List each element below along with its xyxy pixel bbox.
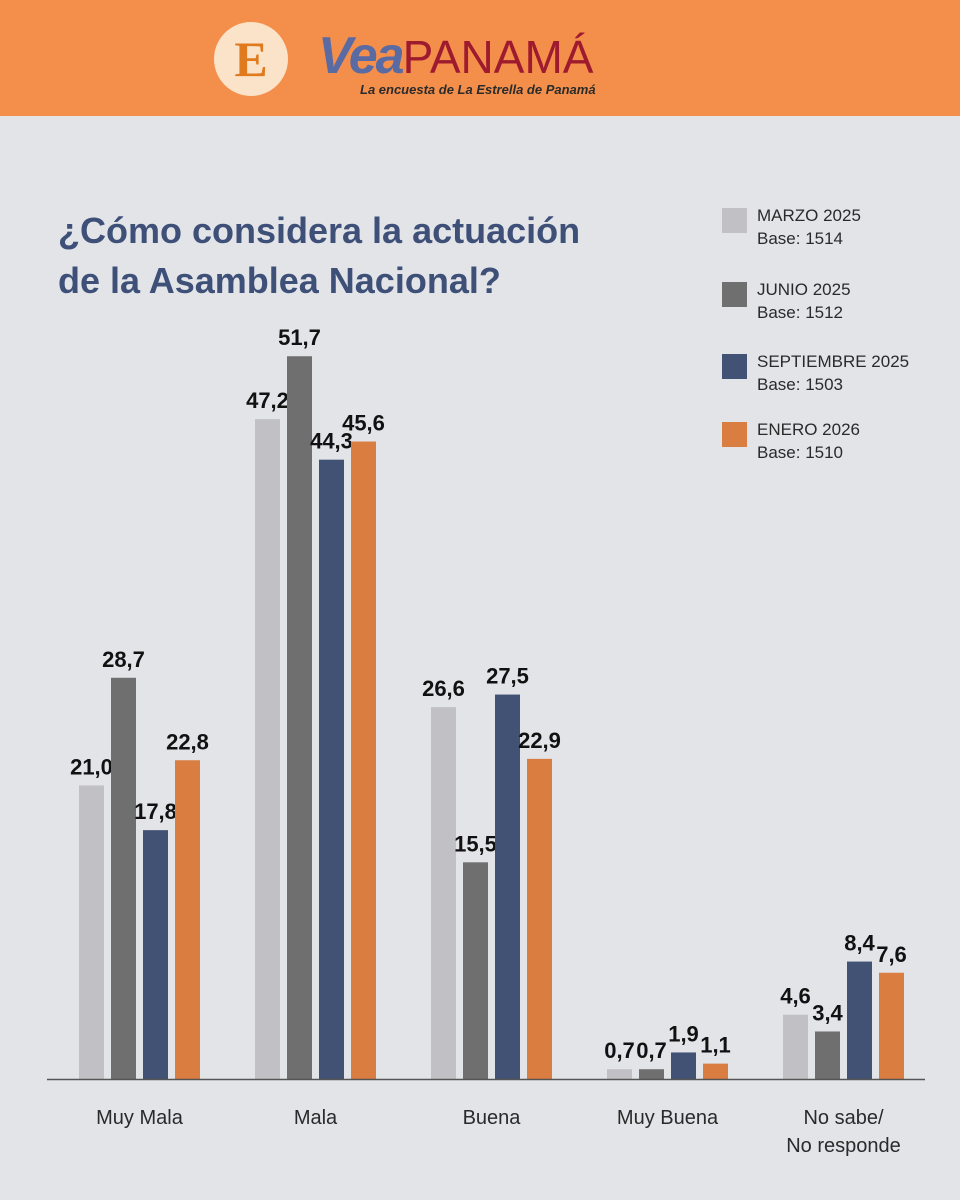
bar-mala-enero-2026 [351, 441, 376, 1080]
bar-muy-mala-septiembre-2025 [143, 830, 168, 1079]
bar-no-sabe-septiembre-2025 [847, 961, 872, 1079]
legend-item-enero-2026: ENERO 2026 Base: 1510 [722, 418, 952, 468]
legend-item-septiembre-2025: SEPTIEMBRE 2025 Base: 1503 [722, 350, 952, 400]
value-label-no-sabe-enero-2026: 7,6 [876, 942, 907, 967]
value-label-no-sabe-marzo-2025: 4,6 [780, 984, 811, 1009]
legend-swatch-enero-2026 [722, 422, 747, 447]
value-label-buena-marzo-2025: 26,6 [422, 676, 465, 701]
value-label-no-sabe-septiembre-2025: 8,4 [844, 931, 875, 956]
vea-panama-logo: Vea PANAMÁ [318, 26, 593, 86]
bar-buena-marzo-2025 [431, 707, 456, 1079]
value-label-muy-mala-enero-2026: 22,8 [166, 729, 209, 754]
category-label-no-sabe-line-1: No sabe/ [803, 1107, 883, 1129]
bar-muy-buena-marzo-2025 [607, 1069, 632, 1079]
estrella-logo: E [214, 22, 288, 96]
chart-title-line-2: de la Asamblea Nacional? [58, 260, 501, 301]
value-label-no-sabe-junio-2025: 3,4 [812, 1000, 843, 1025]
category-label-muy-mala: Muy Mala [96, 1107, 184, 1129]
legend-base-septiembre-2025: Base: 1503 [757, 375, 844, 394]
bar-mala-junio-2025 [287, 356, 312, 1079]
value-label-muy-mala-junio-2025: 28,7 [102, 647, 145, 672]
brand-vea: Vea [318, 27, 405, 85]
bar-muy-mala-marzo-2025 [79, 785, 104, 1079]
value-label-buena-junio-2025: 15,5 [454, 831, 497, 856]
value-label-muy-buena-junio-2025: 0,7 [636, 1038, 667, 1063]
bar-mala-marzo-2025 [255, 419, 280, 1079]
value-label-muy-buena-enero-2026: 1,1 [700, 1033, 731, 1058]
bar-muy-buena-enero-2026 [703, 1063, 728, 1079]
legend-base-junio-2025: Base: 1512 [757, 303, 844, 322]
bar-mala-septiembre-2025 [319, 459, 344, 1079]
value-label-mala-enero-2026: 45,6 [342, 411, 385, 436]
bar-buena-enero-2026 [527, 758, 552, 1079]
legend-label-marzo-2025: MARZO 2025 [757, 206, 861, 225]
bar-no-sabe-marzo-2025 [783, 1014, 808, 1079]
legend-item-marzo-2025: MARZO 2025 Base: 1514 [722, 204, 952, 254]
value-label-muy-mala-septiembre-2025: 17,8 [134, 799, 177, 824]
value-label-muy-buena-marzo-2025: 0,7 [604, 1038, 635, 1063]
value-label-buena-septiembre-2025: 27,5 [486, 664, 529, 689]
chart-title-line-1: ¿Cómo considera la actuación [58, 210, 581, 251]
header-banner: E Vea PANAMÁ La encuesta de La Estrella … [0, 0, 960, 116]
bar-buena-septiembre-2025 [495, 694, 520, 1079]
legend-swatch-septiembre-2025 [722, 354, 747, 379]
legend-base-marzo-2025: Base: 1514 [757, 229, 844, 248]
legend-base-enero-2026: Base: 1510 [757, 443, 844, 462]
bar-muy-mala-enero-2026 [175, 760, 200, 1079]
category-label-mala: Mala [294, 1107, 338, 1129]
bar-muy-buena-junio-2025 [639, 1069, 664, 1079]
category-label-buena: Buena [463, 1107, 522, 1129]
chart-title: ¿Cómo considera la actuación de la Asamb… [58, 206, 658, 306]
legend-swatch-junio-2025 [722, 282, 747, 307]
category-label-no-sabe-line-2: No responde [786, 1135, 901, 1157]
bar-muy-mala-junio-2025 [111, 677, 136, 1079]
brand-subtitle: La encuesta de La Estrella de Panamá [360, 82, 596, 97]
brand-panama: PANAMÁ [402, 31, 594, 83]
legend-swatch-marzo-2025 [722, 208, 747, 233]
value-label-buena-enero-2026: 22,9 [518, 728, 561, 753]
value-label-mala-marzo-2025: 47,2 [246, 388, 289, 413]
bar-buena-junio-2025 [463, 862, 488, 1079]
value-label-muy-mala-marzo-2025: 21,0 [70, 754, 113, 779]
category-label-muy-buena: Muy Buena [617, 1107, 719, 1129]
estrella-logo-letter: E [234, 31, 268, 87]
value-label-mala-septiembre-2025: 44,3 [310, 429, 353, 454]
value-label-mala-junio-2025: 51,7 [278, 325, 321, 350]
legend-label-junio-2025: JUNIO 2025 [757, 280, 851, 299]
bar-no-sabe-junio-2025 [815, 1031, 840, 1079]
legend-item-junio-2025: JUNIO 2025 Base: 1512 [722, 278, 952, 328]
bar-no-sabe-enero-2026 [879, 972, 904, 1079]
legend-label-septiembre-2025: SEPTIEMBRE 2025 [757, 352, 910, 371]
legend-label-enero-2026: ENERO 2026 [757, 420, 860, 439]
bar-muy-buena-septiembre-2025 [671, 1052, 696, 1079]
value-label-muy-buena-septiembre-2025: 1,9 [668, 1021, 699, 1046]
